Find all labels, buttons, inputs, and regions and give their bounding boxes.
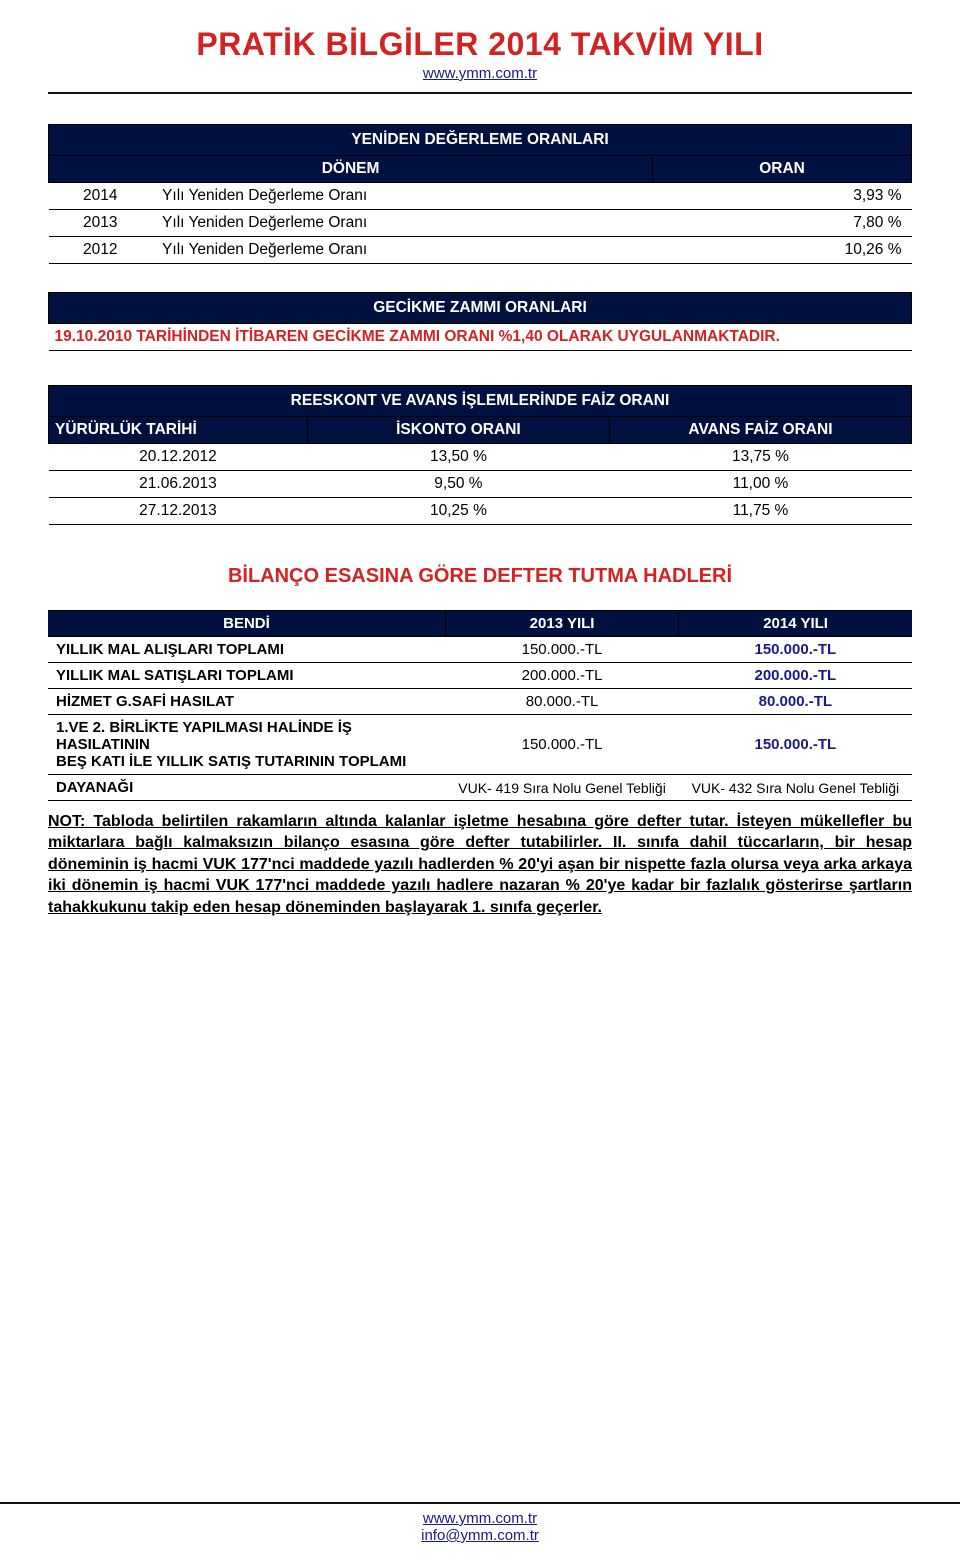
bilanco-label-multi: 1.VE 2. BİRLİKTE YAPILMASI HALİNDE İŞ HA… xyxy=(48,715,445,775)
bilanco-2014: 200.000.-TL xyxy=(679,663,912,689)
yd-oran: 3,93 % xyxy=(653,183,912,210)
bilanco-col-2013: 2013 YILI xyxy=(445,611,678,637)
note-text: Tabloda belirtilen rakamların altında ka… xyxy=(48,813,912,916)
reeskont-iskonto: 13,50 % xyxy=(307,444,609,471)
bilanco-label-line2: BEŞ KATI İLE YILLIK SATIŞ TUTARININ TOPL… xyxy=(56,753,406,770)
yd-year: 2013 xyxy=(49,210,153,237)
reeskont-table: REESKONT VE AVANS İŞLEMLERİNDE FAİZ ORAN… xyxy=(48,385,912,525)
bilanco-2013: 150.000.-TL xyxy=(445,637,678,663)
reeskont-tarih: 20.12.2012 xyxy=(49,444,308,471)
reeskont-tarih: 21.06.2013 xyxy=(49,471,308,498)
reeskont-avans: 11,75 % xyxy=(609,498,911,525)
bilanco-label-line1: 1.VE 2. BİRLİKTE YAPILMASI HALİNDE İŞ HA… xyxy=(56,719,352,753)
gecikme-note: 19.10.2010 TARİHİNDEN İTİBAREN GECİKME Z… xyxy=(49,324,912,351)
yd-year: 2014 xyxy=(49,183,153,210)
yd-label: Yılı Yeniden Değerleme Oranı xyxy=(152,210,653,237)
reeskont-col-avans: AVANS FAİZ ORANI xyxy=(609,417,911,444)
gecikme-title: GECİKME ZAMMI ORANLARI xyxy=(49,293,912,324)
bilanco-2013: 80.000.-TL xyxy=(445,689,678,715)
bilanco-2013: 200.000.-TL xyxy=(445,663,678,689)
bilanco-label: YILLIK MAL ALIŞLARI TOPLAMI xyxy=(48,637,445,663)
bilanco-label: HİZMET G.SAFİ HASILAT xyxy=(48,689,445,715)
yd-label: Yılı Yeniden Değerleme Oranı xyxy=(152,237,653,264)
bilanco-table: BENDİ 2013 YILI 2014 YILI YILLIK MAL ALI… xyxy=(48,610,912,801)
yd-col-donem: DÖNEM xyxy=(49,156,653,183)
note-block: NOT: Tabloda belirtilen rakamların altın… xyxy=(48,811,912,918)
bilanco-dayanak-label: DAYANAĞI xyxy=(48,775,445,801)
bilanco-2014: 150.000.-TL xyxy=(679,637,912,663)
bilanco-title: BİLANÇO ESASINA GÖRE DEFTER TUTMA HADLER… xyxy=(48,565,912,588)
yd-year: 2012 xyxy=(49,237,153,264)
yd-col-oran: ORAN xyxy=(653,156,912,183)
bilanco-col-bendi: BENDİ xyxy=(48,611,445,637)
bilanco-2014: 150.000.-TL xyxy=(679,715,912,775)
footer-link-email[interactable]: info@ymm.com.tr xyxy=(0,1527,960,1544)
site-link-top[interactable]: www.ymm.com.tr xyxy=(48,65,912,94)
reeskont-iskonto: 10,25 % xyxy=(307,498,609,525)
reeskont-avans: 11,00 % xyxy=(609,471,911,498)
footer: www.ymm.com.tr info@ymm.com.tr xyxy=(0,1502,960,1544)
bilanco-dayanak-2014: VUK- 432 Sıra Nolu Genel Tebliği xyxy=(679,775,912,801)
bilanco-2013: 150.000.-TL xyxy=(445,715,678,775)
gecikme-zammi-table: GECİKME ZAMMI ORANLARI 19.10.2010 TARİHİ… xyxy=(48,292,912,351)
reeskont-avans: 13,75 % xyxy=(609,444,911,471)
note-prefix: NOT: xyxy=(48,813,85,830)
reeskont-title: REESKONT VE AVANS İŞLEMLERİNDE FAİZ ORAN… xyxy=(49,386,912,417)
bilanco-dayanak-2013: VUK- 419 Sıra Nolu Genel Tebliği xyxy=(445,775,678,801)
bilanco-2014: 80.000.-TL xyxy=(679,689,912,715)
yd-title: YENİDEN DEĞERLEME ORANLARI xyxy=(49,125,912,156)
bilanco-col-2014: 2014 YILI xyxy=(679,611,912,637)
yd-oran: 10,26 % xyxy=(653,237,912,264)
yd-label: Yılı Yeniden Değerleme Oranı xyxy=(152,183,653,210)
page-title: PRATİK BİLGİLER 2014 TAKVİM YILI xyxy=(48,26,912,63)
reeskont-tarih: 27.12.2013 xyxy=(49,498,308,525)
bilanco-label: YILLIK MAL SATIŞLARI TOPLAMI xyxy=(48,663,445,689)
yd-oran: 7,80 % xyxy=(653,210,912,237)
reeskont-col-tarih: YÜRÜRLÜK TARİHİ xyxy=(49,417,308,444)
reeskont-iskonto: 9,50 % xyxy=(307,471,609,498)
yeniden-degerleme-table: YENİDEN DEĞERLEME ORANLARI DÖNEM ORAN 20… xyxy=(48,124,912,264)
footer-link-site[interactable]: www.ymm.com.tr xyxy=(0,1510,960,1527)
reeskont-col-iskonto: İSKONTO ORANI xyxy=(307,417,609,444)
